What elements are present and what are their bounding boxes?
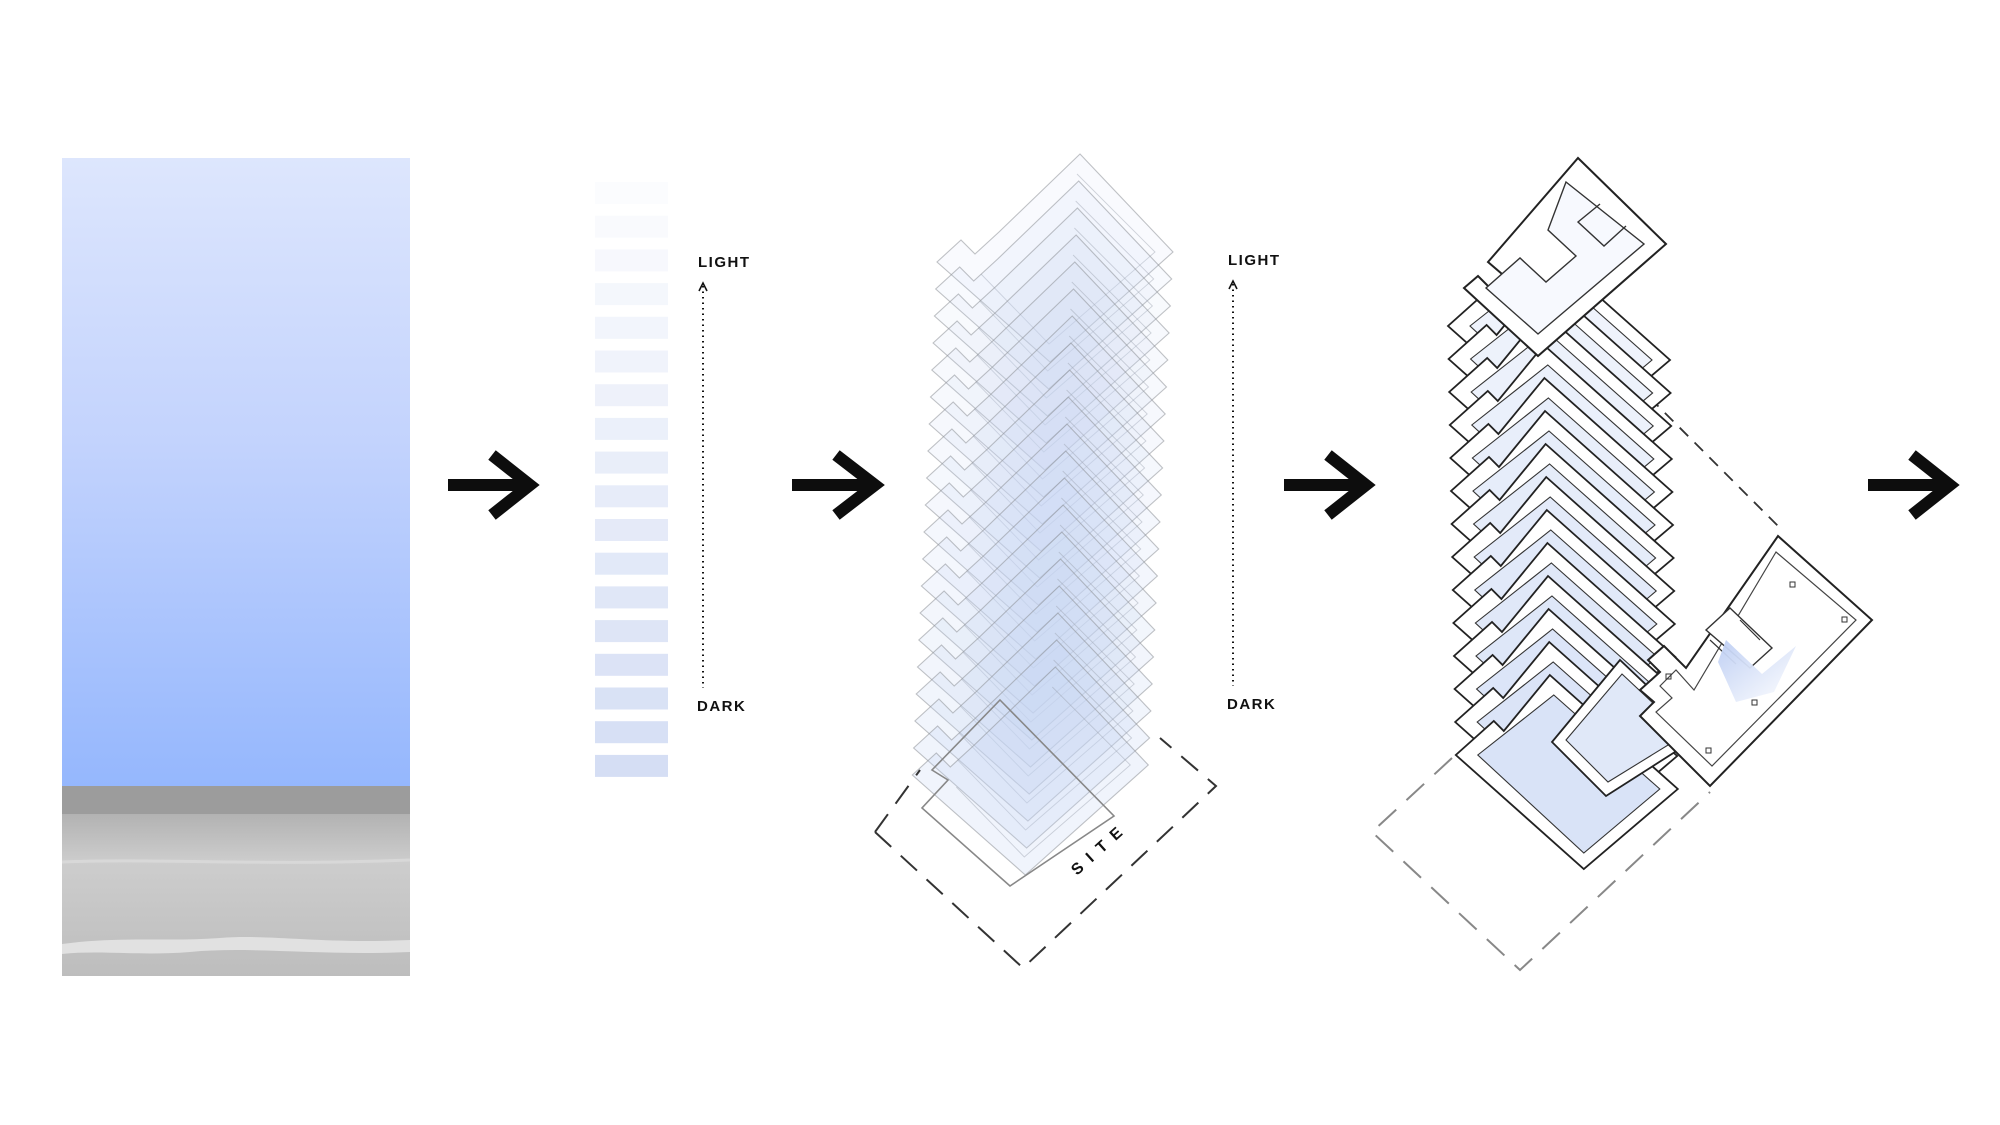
light-label: LIGHT (1228, 252, 1281, 269)
site-boundary (1370, 757, 1711, 972)
floor-plate (919, 504, 1157, 714)
site-boundary (874, 737, 1218, 970)
light-dark-scale-2: LIGHT DARK (1227, 252, 1281, 713)
floor-plate-inner-edge (961, 578, 1137, 750)
tower-axonometric (1370, 156, 1874, 972)
roof-plate (1462, 156, 1668, 358)
floor-plate-inner-edge (970, 389, 1146, 561)
arrow-right-icon (1284, 450, 1376, 520)
floor-plates (911, 153, 1174, 888)
floor-plate-inner-edge (972, 335, 1148, 507)
floor-plate-inner-edge (980, 173, 1156, 345)
floor-plate (927, 342, 1165, 552)
gradient-swatch (595, 519, 668, 541)
gradient-swatch (595, 451, 668, 474)
dark-label: DARK (1227, 696, 1276, 713)
gradient-swatch (595, 215, 668, 238)
wave-line (61, 858, 411, 864)
floor-plate-inner-edge (958, 632, 1134, 804)
sky-sea-photo (61, 158, 411, 976)
floor-plate (923, 423, 1161, 633)
floor-plate (916, 558, 1155, 768)
gradient-swatch (595, 283, 668, 306)
floor-plate-inner-edge (978, 227, 1154, 399)
floor-plate (933, 207, 1172, 417)
floor-plate-inner-edge (965, 497, 1141, 669)
projection-line (1649, 397, 1783, 531)
scale-arrowhead-icon (1228, 279, 1238, 290)
tower-floors (1446, 244, 1702, 871)
light-label: LIGHT (698, 254, 751, 271)
arrow-right-icon (448, 450, 540, 520)
floor-plate-inner-edge (971, 362, 1147, 534)
arrow-right-icon (792, 450, 885, 520)
floor-plate (911, 666, 1150, 876)
gradient-swatch (595, 182, 668, 204)
gradient-swatch (595, 687, 668, 710)
floor-plate (932, 234, 1170, 444)
floor-plan-detail (1638, 534, 1874, 788)
floor-plate-inner-edge (957, 659, 1133, 831)
floor-plate-inner-edge (967, 443, 1143, 615)
floor-plate-inner-edge (962, 551, 1138, 723)
floor-plate (934, 180, 1173, 390)
gradient-swatch-scale (595, 182, 668, 777)
floor-plate-inner-edge (968, 416, 1144, 588)
gradient-swatch (595, 721, 668, 744)
floor-plate-inner-edge (975, 281, 1151, 453)
floor-plate (917, 531, 1156, 741)
floor-plate-inner-edge (976, 254, 1152, 426)
floor-plate-inner-edge (966, 470, 1142, 642)
horizon-band (62, 786, 410, 814)
floor-plate (928, 315, 1166, 525)
gradient-swatch (595, 586, 668, 609)
floor-plate-inner-edge (959, 605, 1135, 777)
floor-plate (915, 585, 1153, 795)
sky (62, 158, 410, 786)
floor-plate (912, 639, 1151, 849)
wave-crest (62, 937, 410, 954)
arrow-right-icon (1868, 450, 1960, 520)
floor-plate (936, 153, 1174, 363)
gradient-swatch (595, 620, 668, 643)
floor-plate (929, 288, 1168, 498)
floor-plate (925, 369, 1164, 579)
floor-plate (914, 612, 1152, 822)
floor-plate-inner-edge (979, 200, 1155, 372)
gradient-swatch (595, 350, 668, 373)
gradient-swatch (595, 384, 668, 407)
floor-plate (920, 477, 1159, 687)
floor-plate (924, 396, 1163, 606)
base-plate (920, 698, 1116, 888)
floor-plate (930, 261, 1169, 471)
dark-label: DARK (697, 698, 746, 715)
gradient-swatch (595, 754, 668, 777)
stacked-plates-diagram: SITE (874, 153, 1218, 970)
floor-plate-inner-edge (974, 308, 1150, 480)
floor-plate-inner-edge (963, 524, 1139, 696)
scale-arrowhead-icon (698, 281, 708, 292)
floor-plate (921, 450, 1160, 660)
gradient-swatch (595, 653, 668, 676)
gradient-swatch (595, 316, 668, 339)
gradient-swatch (595, 485, 668, 508)
gradient-swatch (595, 249, 668, 272)
light-dark-scale-1: LIGHT DARK (697, 254, 751, 715)
gradient-swatch (595, 417, 668, 440)
floor-plate-inner-edge (955, 686, 1131, 858)
gradient-swatch (595, 552, 668, 575)
core-light-gradient (1718, 640, 1796, 702)
